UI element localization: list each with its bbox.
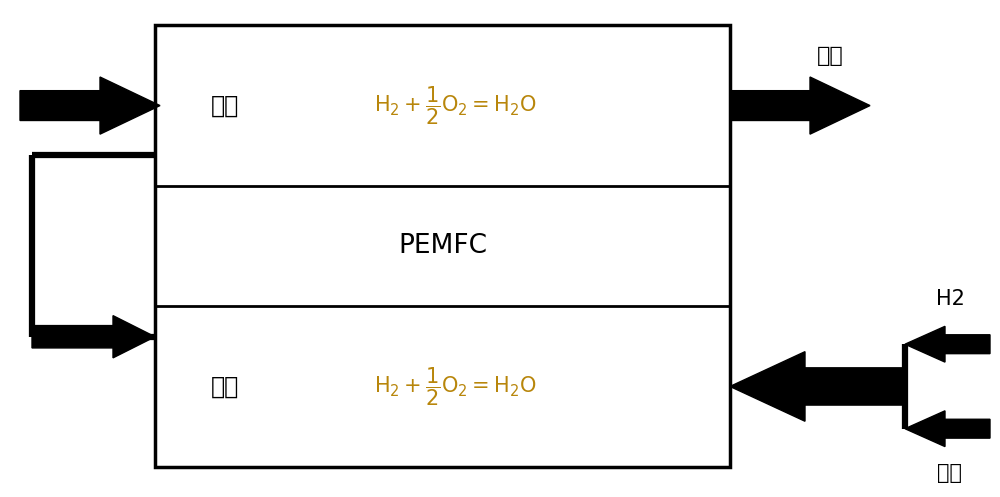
FancyArrow shape [905,411,990,447]
Text: 阳极: 阳极 [211,93,239,118]
FancyArrow shape [730,352,905,421]
Text: 空气: 空气 [938,463,962,484]
Text: H2: H2 [936,289,964,310]
FancyArrow shape [32,316,155,358]
Text: $\mathrm{H_2+\dfrac{1}{2}O_2=H_2O}$: $\mathrm{H_2+\dfrac{1}{2}O_2=H_2O}$ [374,84,536,127]
FancyArrow shape [905,327,990,362]
Text: $\mathrm{H_2+\dfrac{1}{2}O_2=H_2O}$: $\mathrm{H_2+\dfrac{1}{2}O_2=H_2O}$ [374,365,536,408]
FancyArrow shape [730,77,870,134]
FancyArrow shape [20,77,160,134]
Text: 阴极: 阴极 [211,374,239,399]
Bar [155,25,730,467]
Text: 尾排: 尾排 [817,46,843,66]
Text: PEMFC: PEMFC [398,233,487,259]
